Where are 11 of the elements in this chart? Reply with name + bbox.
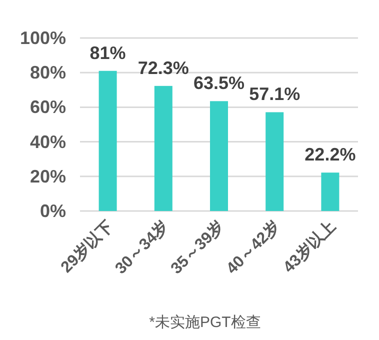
data-label: 57.1%: [249, 84, 300, 104]
y-tick-label: 100%: [20, 28, 66, 48]
data-label: 22.2%: [304, 144, 356, 165]
y-tick-label: 20%: [30, 166, 66, 186]
annotation: *未实施PGT检查: [149, 314, 261, 331]
y-tick-label: 80%: [30, 62, 66, 83]
data-label: 81%: [90, 42, 126, 63]
y-tick-label: 40%: [30, 132, 66, 152]
data-label: 72.3%: [138, 58, 189, 78]
data-label: 63.5%: [193, 73, 245, 94]
y-tick-label: 60%: [30, 97, 66, 118]
